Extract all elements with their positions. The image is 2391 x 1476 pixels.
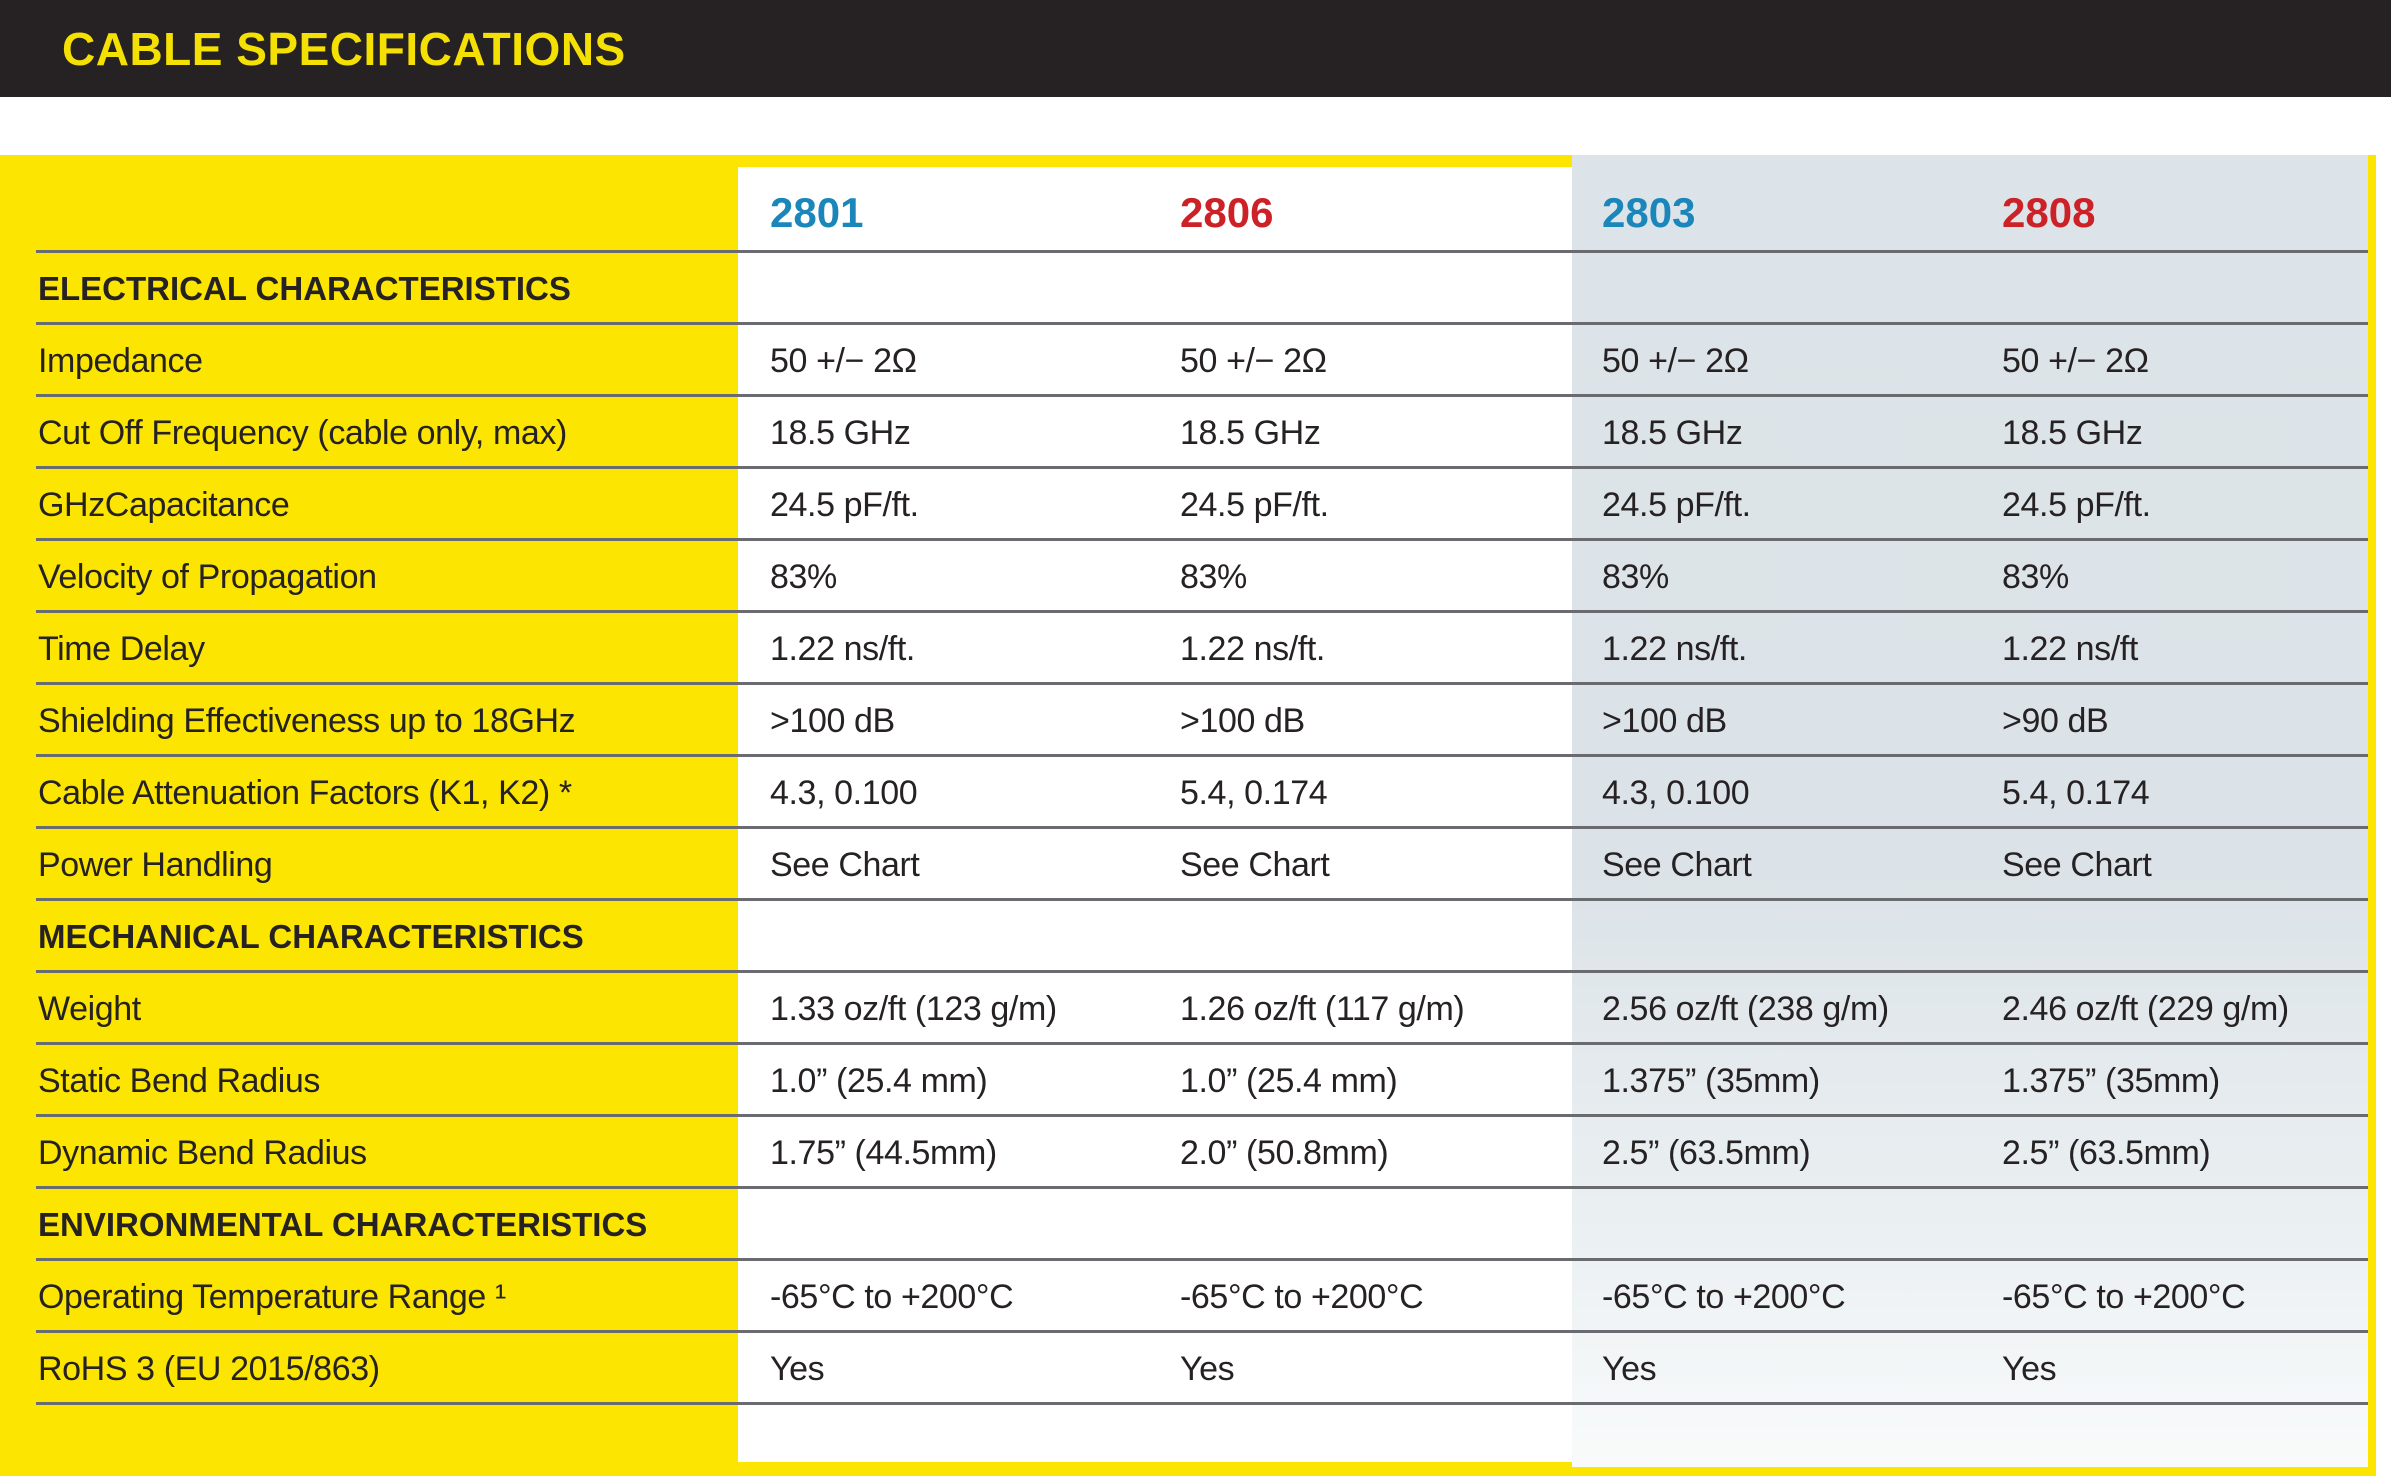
row-label: Impedance [38,341,203,380]
row-label: Weight [38,989,141,1028]
table-row-rohs: RoHS 3 (EU 2015/863) Yes Yes Yes Yes [0,1333,2391,1405]
table-row-impedance: Impedance 50 +/− 2Ω 50 +/− 2Ω 50 +/− 2Ω … [0,325,2391,397]
cell-2801: 1.0” (25.4 mm) [770,1061,988,1100]
row-label: Cable Attenuation Factors (K1, K2) * [38,773,572,812]
cell-2801: >100 dB [770,701,895,740]
cell-2808: 50 +/− 2Ω [2002,341,2149,380]
cell-2803: 83% [1602,557,1669,596]
cell-2801: 18.5 GHz [770,413,911,452]
section-row-environmental: ENVIRONMENTAL CHARACTERISTICS [0,1189,2391,1261]
cell-2808: 2.46 oz/ft (229 g/m) [2002,989,2289,1028]
cable-spec-table: 2801 2806 2803 2808 ELECTRICAL CHARACTER… [0,155,2376,1476]
cell-2801: 1.33 oz/ft (123 g/m) [770,989,1057,1028]
card-2803-2808 [1572,155,2368,1467]
cell-2808: >90 dB [2002,701,2109,740]
section-title: ENVIRONMENTAL CHARACTERISTICS [38,1206,648,1243]
cell-2801: -65°C to +200°C [770,1277,1014,1316]
cell-2801: 4.3, 0.100 [770,773,918,812]
cell-2808: 2.5” (63.5mm) [2002,1133,2211,1172]
section-title: MECHANICAL CHARACTERISTICS [38,918,584,955]
cell-2806: 18.5 GHz [1180,413,1321,452]
header-spacer [0,155,738,253]
cell-2806: 1.0” (25.4 mm) [1180,1061,1398,1100]
cell-2808: 1.22 ns/ft [2002,629,2138,668]
cell-2803: -65°C to +200°C [1602,1277,1846,1316]
table-row-static-bend-radius: Static Bend Radius 1.0” (25.4 mm) 1.0” (… [0,1045,2391,1117]
title-bar: CABLE SPECIFICATIONS [0,0,2391,97]
cell-2801: 1.22 ns/ft. [770,629,915,668]
cell-2803: Yes [1602,1349,1657,1388]
table-row-time-delay: Time Delay 1.22 ns/ft. 1.22 ns/ft. 1.22 … [0,613,2391,685]
cell-2803: See Chart [1602,845,1752,884]
table-row-attenuation-factors: Cable Attenuation Factors (K1, K2) * 4.3… [0,757,2391,829]
cell-2806: Yes [1180,1349,1235,1388]
cell-2808: 83% [2002,557,2069,596]
cell-2803: 24.5 pF/ft. [1602,485,1751,524]
cell-2806: 83% [1180,557,1247,596]
section-title: ELECTRICAL CHARACTERISTICS [38,270,571,307]
cell-2806: 24.5 pF/ft. [1180,485,1329,524]
row-label: GHzCapacitance [38,485,290,524]
table-row-power-handling: Power Handling See Chart See Chart See C… [0,829,2391,901]
cell-2803: 2.5” (63.5mm) [1602,1133,1811,1172]
card-2801-2806 [738,167,1572,1462]
table-row-weight: Weight 1.33 oz/ft (123 g/m) 1.26 oz/ft (… [0,973,2391,1045]
row-label: RoHS 3 (EU 2015/863) [38,1349,380,1388]
section-row-mechanical: MECHANICAL CHARACTERISTICS [0,901,2391,973]
page-title: CABLE SPECIFICATIONS [62,22,626,75]
row-label: Operating Temperature Range ¹ [38,1277,506,1316]
row-label: Cut Off Frequency (cable only, max) [38,413,567,452]
row-label: Shielding Effectiveness up to 18GHz [38,701,576,740]
cell-2803: 1.375” (35mm) [1602,1061,1820,1100]
cell-2808: 1.375” (35mm) [2002,1061,2220,1100]
cell-2806: 2.0” (50.8mm) [1180,1133,1389,1172]
cell-2801: 24.5 pF/ft. [770,485,919,524]
cell-2803: 18.5 GHz [1602,413,1743,452]
cell-2806: See Chart [1180,845,1330,884]
row-label: Velocity of Propagation [38,557,377,596]
row-label: Dynamic Bend Radius [38,1133,367,1172]
column-header-2803: 2803 [1602,189,1696,236]
cell-2806: 1.26 oz/ft (117 g/m) [1180,989,1465,1028]
cell-2808: See Chart [2002,845,2152,884]
table-row-capacitance: GHzCapacitance 24.5 pF/ft. 24.5 pF/ft. 2… [0,469,2391,541]
row-label: Time Delay [38,629,205,668]
row-label: Power Handling [38,845,273,884]
cell-2806: 5.4, 0.174 [1180,773,1328,812]
cell-2803: >100 dB [1602,701,1727,740]
cell-2801: See Chart [770,845,920,884]
cell-2803: 1.22 ns/ft. [1602,629,1747,668]
column-header-2808: 2808 [2002,189,2096,236]
table-row-velocity: Velocity of Propagation 83% 83% 83% 83% [0,541,2391,613]
cell-2803: 4.3, 0.100 [1602,773,1750,812]
cell-2808: 5.4, 0.174 [2002,773,2150,812]
cell-2801: 50 +/− 2Ω [770,341,917,380]
cell-2803: 2.56 oz/ft (238 g/m) [1602,989,1889,1028]
column-header-2801: 2801 [770,189,864,236]
cell-2808: Yes [2002,1349,2057,1388]
section-row-electrical: ELECTRICAL CHARACTERISTICS [0,253,2391,325]
cell-2801: 83% [770,557,837,596]
cell-2808: 18.5 GHz [2002,413,2143,452]
cell-2801: 1.75” (44.5mm) [770,1133,997,1172]
table-row-operating-temperature: Operating Temperature Range ¹ -65°C to +… [0,1261,2391,1333]
cell-2808: -65°C to +200°C [2002,1277,2246,1316]
table-row-dynamic-bend-radius: Dynamic Bend Radius 1.75” (44.5mm) 2.0” … [0,1117,2391,1189]
cell-2806: >100 dB [1180,701,1305,740]
cell-2801: Yes [770,1349,825,1388]
cell-2808: 24.5 pF/ft. [2002,485,2151,524]
table-row-cutoff-frequency: Cut Off Frequency (cable only, max) 18.5… [0,397,2391,469]
cell-2806: 1.22 ns/ft. [1180,629,1325,668]
table-rows: 2801 2806 2803 2808 ELECTRICAL CHARACTER… [0,155,2391,1405]
cell-2806: 50 +/− 2Ω [1180,341,1327,380]
table-header-row: 2801 2806 2803 2808 [0,155,2391,253]
cell-2803: 50 +/− 2Ω [1602,341,1749,380]
table-row-shielding: Shielding Effectiveness up to 18GHz >100… [0,685,2391,757]
row-label: Static Bend Radius [38,1061,320,1100]
column-header-2806: 2806 [1180,189,1274,236]
cell-2806: -65°C to +200°C [1180,1277,1424,1316]
